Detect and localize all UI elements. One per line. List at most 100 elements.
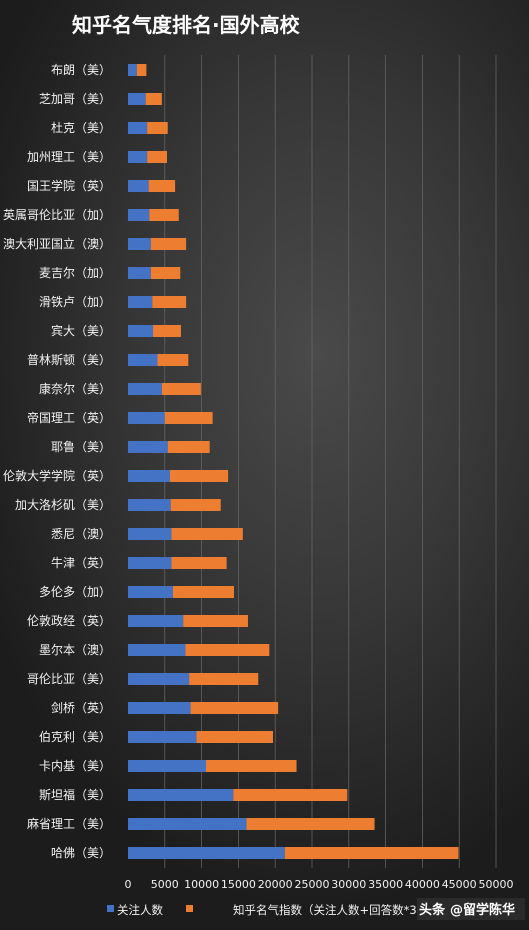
bar-index xyxy=(196,731,273,743)
legend-label-index: 知乎名气指数（关注人数+回答数*3） xyxy=(233,903,428,917)
category-labels: 布朗（美） 芝加哥（美） 杜克（美） 加州理工（美） 国王学院（英） 英属哥伦比亚（加） 澳… xyxy=(3,63,111,860)
bar-index xyxy=(164,412,213,424)
bar-follow xyxy=(128,644,186,656)
x-tick-label: 15000 xyxy=(221,878,256,891)
category-label: 悉尼（澳） xyxy=(51,527,111,541)
bar-follow xyxy=(128,731,197,743)
bar-follow xyxy=(128,528,172,540)
bar-index xyxy=(171,528,243,540)
bar-index xyxy=(190,702,279,714)
legend-swatch-index xyxy=(186,905,193,912)
bar-index xyxy=(147,151,168,163)
category-label: 伯克利（美） xyxy=(39,729,111,744)
bar-index xyxy=(167,441,210,453)
category-label: 国王学院（英） xyxy=(27,178,111,193)
watermark-handle: @留学陈华 xyxy=(450,902,515,918)
bar-index xyxy=(157,354,189,366)
legend-swatch-follow xyxy=(107,905,114,912)
bar-follow xyxy=(128,441,168,453)
bar-follow xyxy=(128,267,151,279)
x-tick-label: 10000 xyxy=(184,878,219,891)
category-label: 耶鲁（美） xyxy=(51,440,111,454)
x-tick-label: 5000 xyxy=(151,878,179,891)
bar-follow xyxy=(128,499,171,511)
category-label: 麻省理工（美） xyxy=(27,816,111,831)
category-label: 芝加哥（美） xyxy=(39,91,111,106)
bar-index xyxy=(185,644,270,656)
bar-follow xyxy=(128,151,148,163)
bar-index xyxy=(172,586,234,598)
bar-follow xyxy=(128,789,234,801)
category-label: 普林斯顿（美） xyxy=(27,353,111,367)
bar-follow xyxy=(128,847,285,859)
watermark-bg xyxy=(417,898,525,920)
category-label: 墨尔本（澳） xyxy=(39,642,111,657)
bar-index xyxy=(233,789,348,801)
x-tick-label: 45000 xyxy=(442,878,477,891)
bar-follow xyxy=(128,702,191,714)
bar-index xyxy=(161,383,201,395)
category-label: 宾大（美） xyxy=(51,323,111,338)
bar-index xyxy=(145,93,162,105)
category-label: 滑铁卢（加） xyxy=(39,294,111,309)
bar-index xyxy=(150,267,181,279)
x-tick-label: 0 xyxy=(125,878,132,891)
x-tick-label: 30000 xyxy=(331,878,366,891)
bar-index xyxy=(150,238,187,250)
bar-index xyxy=(152,296,187,308)
legend: 关注人数 知乎名气指数（关注人数+回答数*3） xyxy=(107,903,428,917)
bar-follow xyxy=(128,673,190,685)
category-label: 杜克（美） xyxy=(51,120,111,135)
bar-index xyxy=(284,847,459,859)
category-label: 加大洛杉矶（美） xyxy=(15,497,111,512)
category-label: 多伦多（加） xyxy=(39,584,111,599)
category-label: 英属哥伦比亚（加） xyxy=(3,207,111,222)
bar-follow xyxy=(128,383,162,395)
bar-index xyxy=(148,180,176,192)
bar-index xyxy=(189,673,259,685)
x-tick-labels: 0 5000 10000 15000 20000 25000 30000 35000 40000… xyxy=(125,878,514,891)
category-label: 牛津（英） xyxy=(51,555,111,570)
category-label: 帝国理工（英） xyxy=(27,410,111,425)
category-label: 卡内基（美） xyxy=(39,759,111,773)
x-tick-label: 35000 xyxy=(368,878,403,891)
x-tick-label: 20000 xyxy=(258,878,293,891)
legend-label-follow: 关注人数 xyxy=(117,903,163,917)
category-label: 哥伦比亚（美） xyxy=(27,671,111,686)
category-label: 哈佛（美） xyxy=(51,846,111,860)
bar-follow xyxy=(128,209,150,221)
x-tick-label: 25000 xyxy=(295,878,330,891)
watermark: 头条 @留学陈华 xyxy=(417,898,525,920)
category-label: 布朗（美） xyxy=(51,63,111,77)
bar-index xyxy=(183,615,248,627)
grid-layer xyxy=(164,55,497,868)
bar-follow xyxy=(128,354,158,366)
bars-layer xyxy=(128,64,459,859)
bar-follow xyxy=(128,470,170,482)
bar-follow xyxy=(128,296,153,308)
bar-follow xyxy=(128,238,151,250)
bar-follow xyxy=(128,615,184,627)
bar-index xyxy=(169,470,229,482)
watermark-prefix: 头条 xyxy=(419,902,446,918)
bar-index xyxy=(246,818,375,830)
chart-title: 知乎名气度排名·国外高校 xyxy=(72,13,301,37)
bar-index xyxy=(171,557,227,569)
bar-follow xyxy=(128,760,207,772)
category-label: 麦吉尔（加） xyxy=(39,265,111,280)
bar-follow xyxy=(128,64,137,76)
bar-follow xyxy=(128,586,173,598)
bar-follow xyxy=(128,325,154,337)
x-tick-label: 50000 xyxy=(479,878,514,891)
category-label: 斯坦福（美） xyxy=(39,787,111,802)
bar-index xyxy=(170,499,221,511)
bar-follow xyxy=(128,557,172,569)
bar-index xyxy=(206,760,297,772)
bar-index xyxy=(149,209,179,221)
category-label: 澳大利亚国立（澳） xyxy=(3,236,111,251)
bar-index xyxy=(153,325,181,337)
category-label: 康奈尔（美） xyxy=(39,381,111,396)
bar-follow xyxy=(128,122,148,134)
